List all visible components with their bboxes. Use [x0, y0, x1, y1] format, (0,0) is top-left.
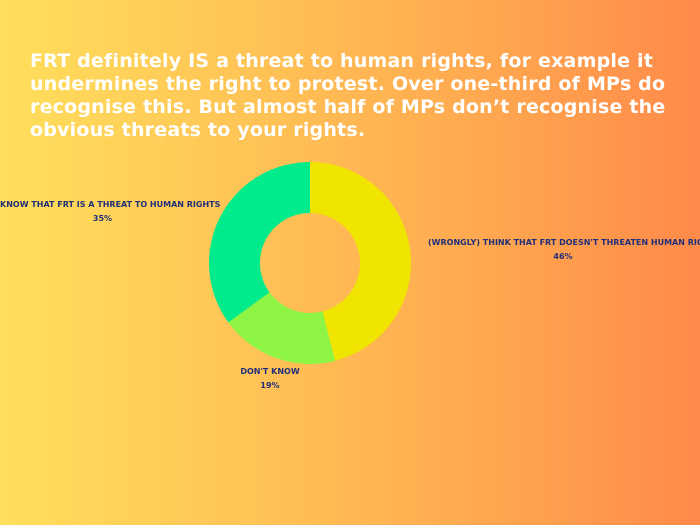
donut-slice-2	[208, 162, 310, 323]
slice-label-value: 46%	[553, 252, 573, 261]
donut-slice-1	[228, 292, 336, 364]
chart-title: FRT definitely IS a threat to human righ…	[30, 50, 666, 141]
slice-label-text: (WRONGLY) THINK THAT FRT DOESN'T THREATE…	[428, 238, 700, 247]
slice-label-know: KNOW THAT FRT IS A THREAT TO HUMAN RIGHT…	[0, 198, 221, 226]
donut-slice-0	[310, 162, 412, 361]
slice-label-text: DON'T KNOW	[240, 367, 300, 376]
slice-label-value: 19%	[260, 381, 280, 390]
slice-label-dont-know: DON'T KNOW 19%	[230, 365, 310, 393]
slice-label-text: KNOW THAT FRT IS A THREAT TO HUMAN RIGHT…	[0, 200, 221, 209]
slice-label-wrongly: (WRONGLY) THINK THAT FRT DOESN'T THREATE…	[428, 236, 700, 264]
slice-label-value: 35%	[92, 214, 113, 223]
